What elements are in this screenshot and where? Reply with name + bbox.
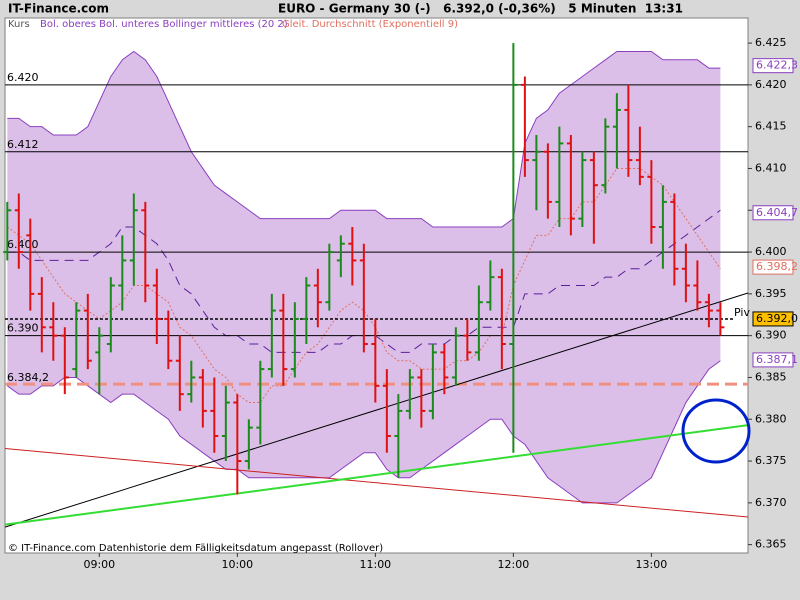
level-label: 6.390 <box>7 322 39 335</box>
x-tick-label: 12:00 <box>498 558 530 571</box>
y-tick-label: 6.370 <box>755 496 787 509</box>
x-tick-label: 10:00 <box>221 558 253 571</box>
ema-line <box>7 167 721 404</box>
pivot-label: Piv <box>734 306 750 319</box>
price-label: 6.422,3 <box>756 59 798 72</box>
y-tick-label: 6.390 <box>755 329 787 342</box>
price-label-box <box>752 259 794 275</box>
trendline <box>4 448 749 518</box>
legend-ema: Gleit. Durchschnitt (Exponentiell 9) <box>282 19 458 30</box>
price-label-box <box>752 58 794 74</box>
footer: © IT-Finance.com Datenhistorie dem Fälli… <box>8 543 383 554</box>
y-tick-label: 6.420 <box>755 78 787 91</box>
site-name: IT-Finance.com <box>8 2 109 16</box>
x-tick-label: 11:00 <box>359 558 391 571</box>
y-tick-label: 6.365 <box>755 538 787 551</box>
y-tick-label: 6.415 <box>755 120 787 133</box>
bollinger-upper <box>7 50 721 228</box>
y-tick-label: 6.395 <box>755 287 787 300</box>
chart-title: EURO - Germany 30 (-) 6.392,0 (-0,36%) 5… <box>278 2 683 16</box>
y-tick-label: 6.400 <box>755 245 787 258</box>
price-label-box <box>752 311 794 327</box>
price-label: 6.398,2 <box>756 260 798 273</box>
y-tick-label: 6.425 <box>755 36 787 49</box>
x-tick-label: 09:00 <box>83 558 115 571</box>
trendline <box>4 292 749 528</box>
trendline <box>4 424 749 526</box>
annotation-circle <box>681 398 751 464</box>
legend-price: Kurs <box>8 19 30 30</box>
level-label: 6.420 <box>7 71 39 84</box>
price-label-box <box>752 352 794 368</box>
y-tick-label: 6.410 <box>755 161 787 174</box>
legend-bollinger: Bol. oberes Bol. unteres Bollinger mittl… <box>40 19 288 30</box>
y-tick-label: 6.375 <box>755 454 787 467</box>
bollinger-lower <box>7 360 721 504</box>
level-label: 6.400 <box>7 238 39 251</box>
price-label-box <box>752 205 794 221</box>
price-label: 6.392,0 <box>756 312 798 325</box>
x-tick-label: 13:00 <box>636 558 668 571</box>
price-label: 6.404,7 <box>756 206 798 219</box>
support-label: 6.384,2 <box>7 371 49 384</box>
y-tick-label: 6.385 <box>755 370 787 383</box>
y-tick-label: 6.380 <box>755 412 787 425</box>
price-label: 6.387,1 <box>756 353 798 366</box>
level-label: 6.412 <box>7 138 39 151</box>
